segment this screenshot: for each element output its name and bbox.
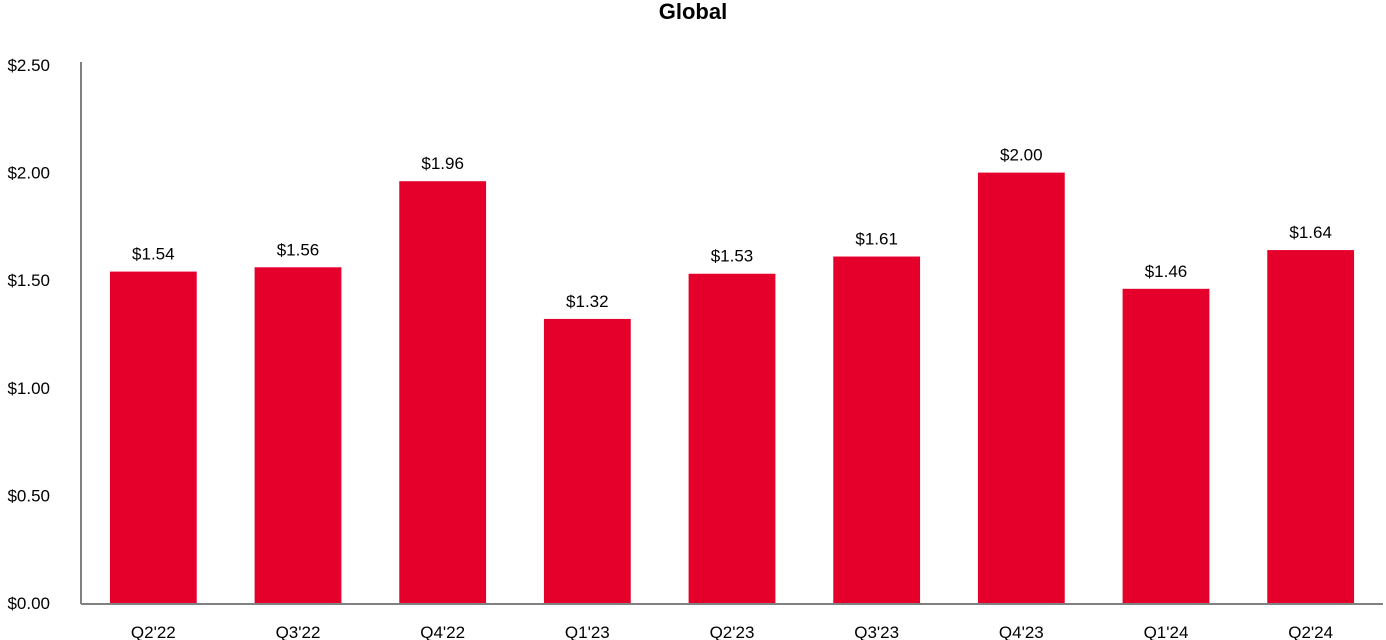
data-label: $1.54: [132, 245, 175, 264]
data-label: $2.00: [1000, 146, 1043, 165]
x-tick-label: Q3'23: [854, 623, 899, 640]
data-label: $1.64: [1289, 223, 1332, 242]
bar: [977, 172, 1065, 603]
bar: [1267, 250, 1355, 603]
bar: [1122, 288, 1210, 603]
bar: [109, 271, 197, 603]
bar: [543, 318, 631, 603]
bar: [254, 267, 342, 603]
data-label: $1.96: [421, 154, 464, 173]
data-label: $1.53: [711, 247, 754, 266]
x-tick-label: Q2'23: [710, 623, 755, 640]
x-tick-label: Q4'22: [420, 623, 465, 640]
x-tick-label: Q3'22: [276, 623, 321, 640]
y-axis-tick-labels: $0.00 $0.50 $1.00 $1.50 $2.00 $2.50: [7, 56, 50, 613]
data-label: $1.32: [566, 292, 609, 311]
y-tick-label: $2.50: [7, 56, 50, 75]
x-tick-label: Q1'23: [565, 623, 610, 640]
y-tick-label: $1.50: [7, 271, 50, 290]
x-tick-label: Q1'24: [1144, 623, 1189, 640]
bars-group: [109, 172, 1355, 603]
data-labels-group: $1.54 $1.56 $1.96 $1.32 $1.53 $1.61 $2.00 $1.46…: [132, 146, 1332, 311]
x-tick-label: Q4'23: [999, 623, 1044, 640]
x-tick-label: Q2'22: [131, 623, 176, 640]
y-tick-label: $0.50: [7, 486, 50, 505]
y-tick-label: $0.00: [7, 594, 50, 613]
bar: [399, 181, 487, 603]
x-axis-tick-labels: Q2'22 Q3'22 Q4'22 Q1'23 Q2'23 Q3'23 Q4'23 Q1'24…: [131, 623, 1333, 640]
y-tick-label: $2.00: [7, 164, 50, 183]
data-label: $1.61: [855, 230, 898, 249]
chart-title: Global: [659, 0, 727, 24]
data-label: $1.46: [1145, 262, 1188, 281]
data-label: $1.56: [277, 240, 320, 259]
bar: [688, 273, 776, 603]
bar: [833, 256, 921, 603]
y-tick-label: $1.00: [7, 379, 50, 398]
x-tick-label: Q2'24: [1288, 623, 1333, 640]
